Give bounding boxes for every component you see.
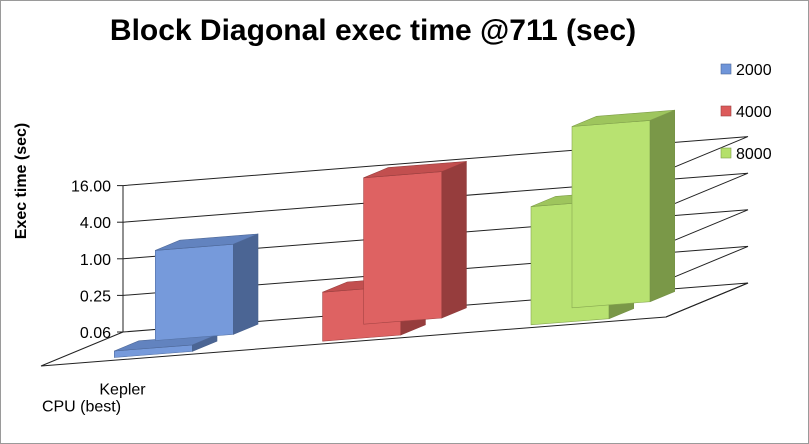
bar-2000-kepler [155,233,259,341]
legend: 2000 4000 8000 [720,62,772,163]
bar-4000-kepler [363,160,467,325]
bar-front-face [571,120,651,309]
floor-outline [40,282,749,367]
legend-item-4000: 4000 [720,104,772,121]
legend-swatch [720,147,732,159]
chart-title: Block Diagonal exec time @711 (sec) [110,14,636,47]
category-label-cpu-best: CPU (best) [42,399,121,416]
y-tick-label: 4.00 [80,215,111,232]
bar-top-face [571,109,675,127]
y-tick-label: 0.25 [80,288,111,305]
legend-swatch [720,63,732,75]
tick-labels: 0.06 0.25 1.00 4.00 16.00 [71,179,111,342]
y-tick-label: 1.00 [80,252,111,269]
legend-item-8000: 8000 [720,146,772,163]
bar-side-face [233,233,259,335]
gridline [122,209,749,260]
bars-layer [114,109,676,358]
bar-front-face [155,243,234,341]
y-axis-label: Exec time (sec) [13,123,30,240]
legend-item-2000: 2000 [720,62,772,79]
legend-label: 4000 [736,104,772,121]
legend-label: 8000 [736,146,772,163]
bar-side-face [649,109,676,303]
y-tick-label: 16.00 [71,179,111,196]
bar-8000-kepler [571,109,676,309]
bar-front-face [363,171,443,325]
bar-top-face [155,233,259,251]
bar-top-face [363,161,467,179]
bar-side-face [441,160,467,319]
legend-swatch [720,105,732,117]
gridline [122,245,749,296]
grid-layer [40,136,749,367]
category-label-kepler: Kepler [99,382,146,399]
gridline [122,136,749,187]
gridline [122,172,749,223]
legend-label: 2000 [736,62,772,79]
y-tick-label: 0.06 [80,325,111,342]
